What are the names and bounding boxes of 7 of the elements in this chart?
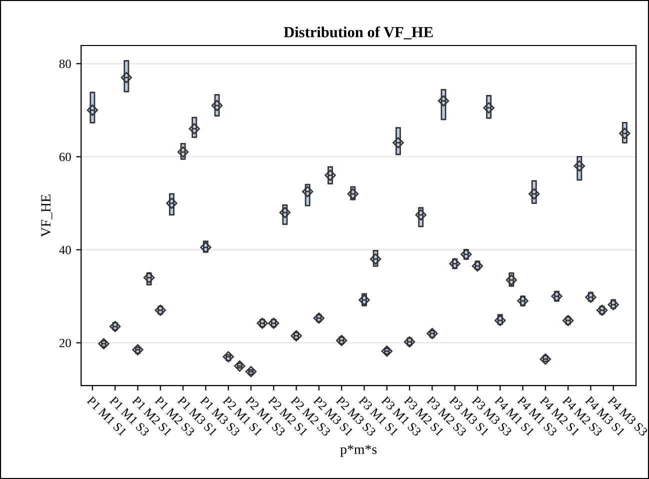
y-tick-label: 40 [59, 246, 71, 254]
y-tick-label: 60 [59, 152, 71, 162]
y-tick-label: 20 [59, 338, 71, 348]
y-axis-title: VF_HE [41, 194, 52, 237]
x-axis-title: p*m*s [340, 444, 377, 457]
y-tick-label: 80 [59, 60, 71, 68]
chart-title: Distribution of VF_HE [284, 26, 433, 40]
